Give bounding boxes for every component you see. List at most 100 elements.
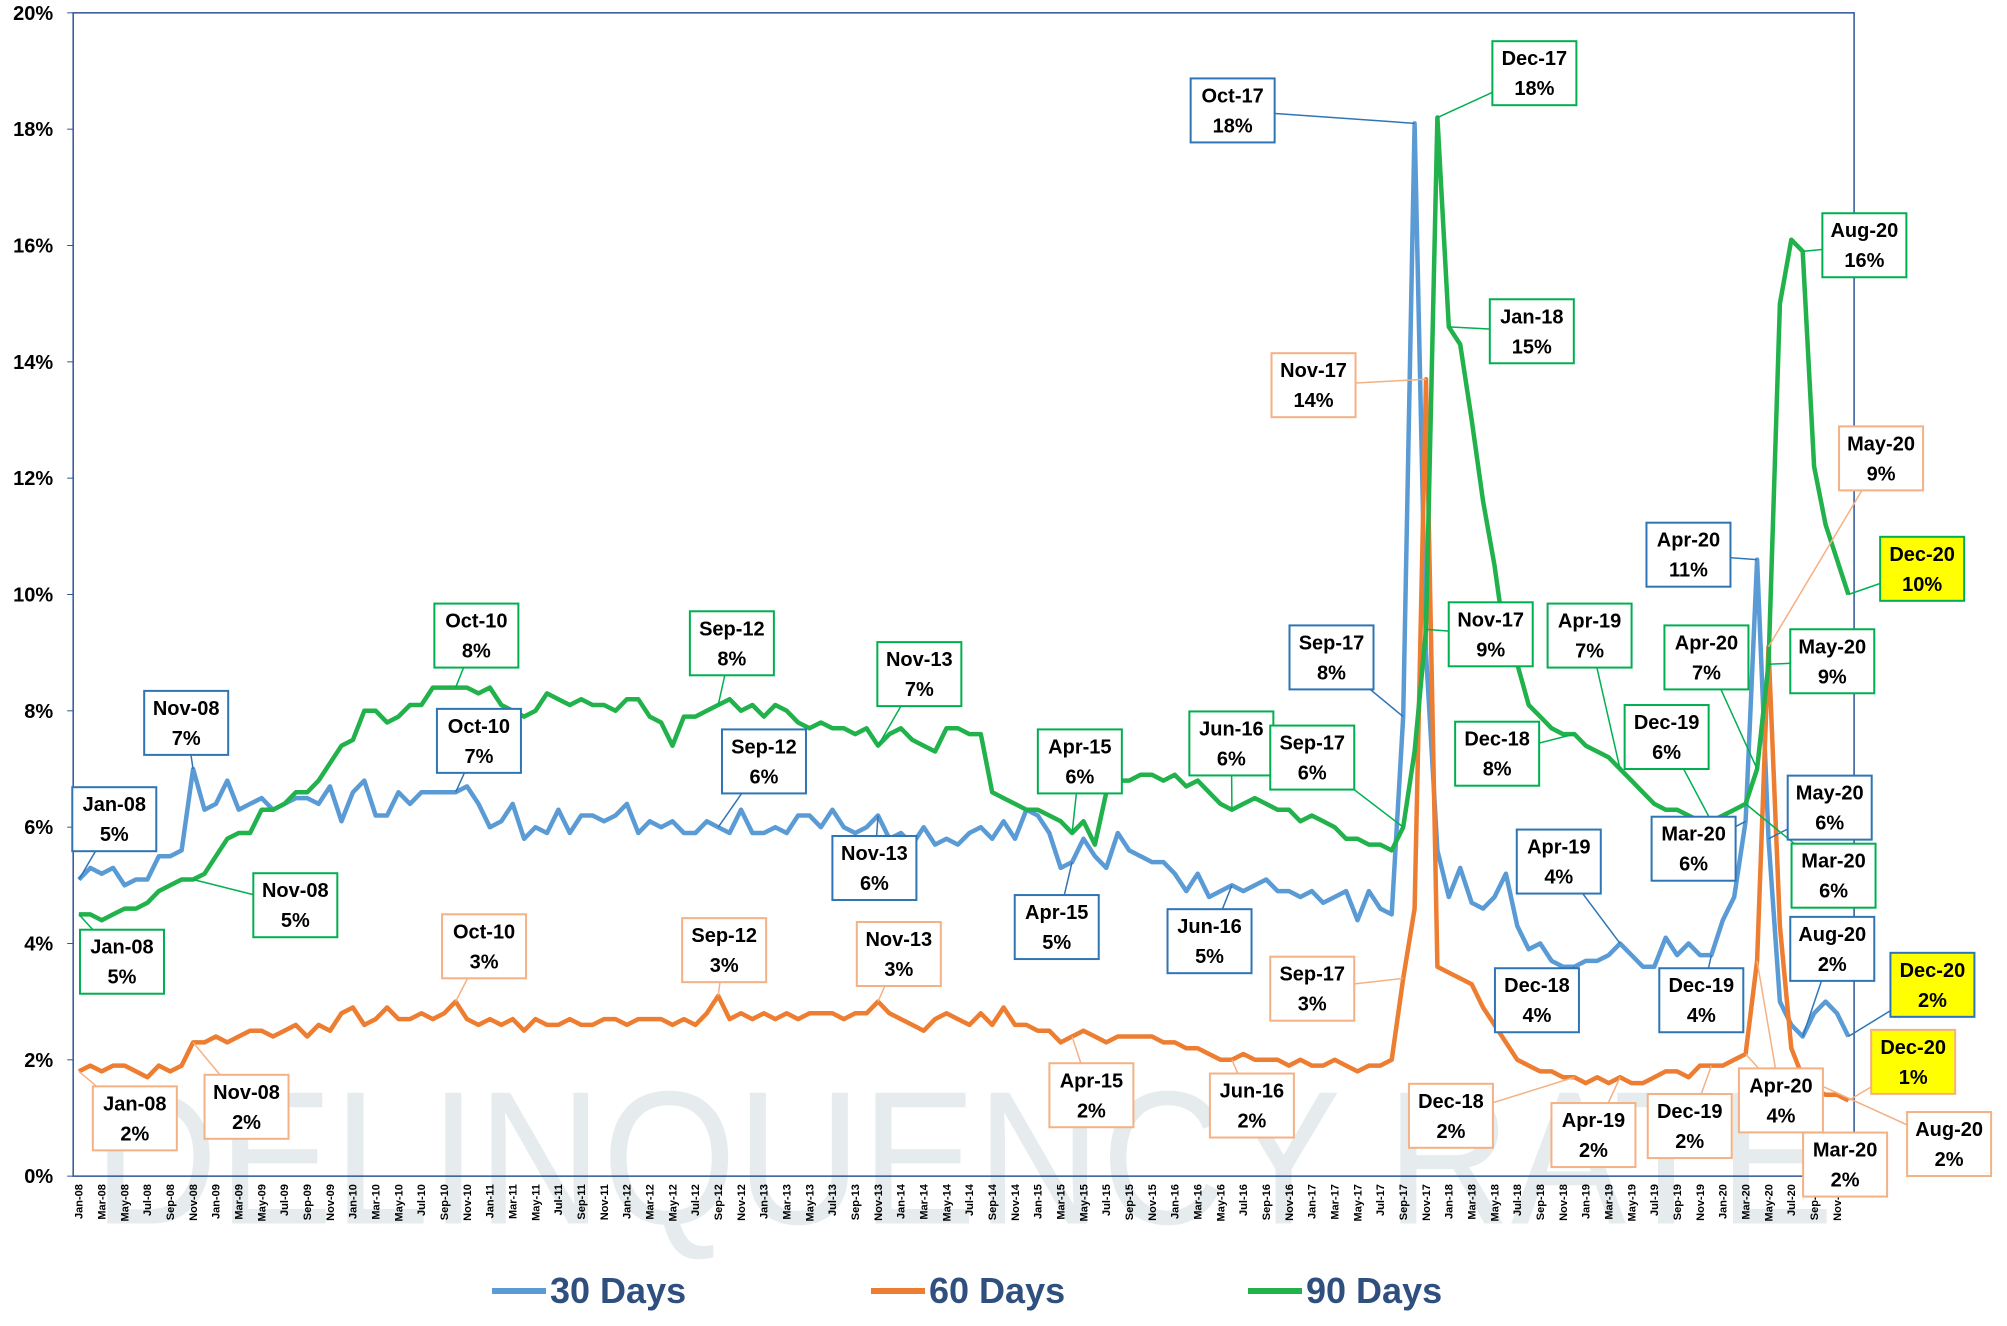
annotation-date: Oct-10 <box>448 716 510 738</box>
x-tick-label: May-09 <box>256 1184 268 1221</box>
annotation-box <box>1789 915 1876 982</box>
annotation-value: 3% <box>710 955 739 977</box>
x-tick-label: May-13 <box>804 1184 816 1221</box>
x-tick-label: Jan-17 <box>1307 1184 1319 1219</box>
annotation-date: Dec-18 <box>1504 975 1570 997</box>
annotation-value: 3% <box>1298 994 1327 1016</box>
x-tick-label: Nov-16 <box>1284 1184 1296 1221</box>
annotation-date: Apr-15 <box>1025 902 1088 924</box>
annotation-date: Apr-19 <box>1558 611 1621 633</box>
annotation-box <box>1188 710 1275 777</box>
annotation: Apr-20 7% <box>1663 624 1750 691</box>
annotation: Nov-13 6% <box>831 834 918 901</box>
annotation-box <box>1737 1067 1824 1134</box>
annotation-date: Dec-19 <box>1657 1101 1723 1123</box>
x-tick-label: Sep-08 <box>165 1184 177 1220</box>
x-tick-label: Sep-14 <box>987 1183 999 1220</box>
annotation-box <box>143 689 230 756</box>
annotation: Aug-20 16% <box>1821 212 1908 279</box>
x-tick-label: Nov-12 <box>736 1184 748 1221</box>
x-tick-label: May-19 <box>1626 1184 1638 1221</box>
annotation-value: 4% <box>1522 1005 1551 1027</box>
x-tick-label: May-12 <box>667 1184 679 1221</box>
annotation-date: Mar-20 <box>1661 824 1725 846</box>
annotation: Mar-20 6% <box>1790 842 1877 909</box>
annotation-box <box>720 728 807 795</box>
annotation-value: 14% <box>1294 390 1334 412</box>
annotation: Dec-18 2% <box>1407 1082 1494 1149</box>
y-tick-label: 6% <box>24 817 53 839</box>
annotation-box <box>441 913 528 980</box>
annotation-value: 8% <box>717 648 746 670</box>
annotation-value: 11% <box>1669 560 1708 582</box>
annotation-date: May-20 <box>1847 433 1915 455</box>
annotation-date: Sep-17 <box>1299 632 1365 654</box>
annotation-date: Aug-20 <box>1798 924 1866 946</box>
x-tick-label: Mar-08 <box>97 1184 109 1219</box>
annotation-box <box>1906 1111 1993 1178</box>
x-tick-label: Jul-15 <box>1101 1184 1113 1216</box>
x-tick-label: May-17 <box>1352 1184 1364 1221</box>
annotation-date: Apr-19 <box>1527 837 1590 859</box>
annotation-value: 7% <box>1692 662 1721 684</box>
annotation: Nov-08 5% <box>252 872 339 939</box>
x-tick-label: Mar-17 <box>1330 1184 1342 1219</box>
y-tick-label: 4% <box>24 933 53 955</box>
legend-label: 60 Days <box>929 1270 1065 1311</box>
annotation-box <box>1663 624 1750 691</box>
annotation-box <box>1189 77 1276 144</box>
annotation-box <box>435 707 522 774</box>
annotation-box <box>876 641 963 708</box>
annotation-box <box>1488 298 1575 365</box>
annotation: Jan-08 5% <box>71 786 158 853</box>
annotation: Sep-12 6% <box>720 728 807 795</box>
x-tick-label: Nov-13 <box>873 1184 885 1221</box>
x-tick-label: Jul-19 <box>1649 1184 1661 1216</box>
annotation-date: Apr-19 <box>1562 1110 1625 1132</box>
annotation: Nov-17 9% <box>1447 601 1534 668</box>
annotation-value: 18% <box>1213 115 1253 137</box>
annotation: Nov-17 14% <box>1270 352 1357 419</box>
annotation-date: Oct-17 <box>1202 85 1264 107</box>
annotation-box <box>1623 704 1710 771</box>
annotation-box <box>1802 1131 1889 1198</box>
annotation: Aug-20 2% <box>1789 915 1876 982</box>
annotation-date: Nov-17 <box>1280 360 1347 382</box>
x-tick-label: Jan-13 <box>759 1184 771 1219</box>
x-tick-label: Jan-16 <box>1170 1184 1182 1219</box>
annotation-box <box>1650 815 1737 882</box>
x-tick-label: Jan-18 <box>1444 1184 1456 1219</box>
annotation-box <box>1493 967 1580 1034</box>
annotation-box <box>78 928 165 995</box>
x-tick-label: Nov-11 <box>599 1184 611 1220</box>
annotation-date: Apr-15 <box>1048 736 1111 758</box>
annotation-date: Nov-08 <box>262 880 329 902</box>
x-tick-label: Nov-14 <box>1010 1183 1022 1221</box>
annotation-date: Apr-20 <box>1675 632 1738 654</box>
x-tick-label: May-15 <box>1078 1184 1090 1221</box>
x-tick-label: Mar-13 <box>782 1184 794 1219</box>
x-tick-label: Jan-15 <box>1033 1184 1045 1219</box>
annotation-date: Dec-18 <box>1418 1091 1484 1113</box>
x-tick-label: Jul-11 <box>553 1184 565 1215</box>
annotation-date: Nov-13 <box>865 929 932 951</box>
x-tick-label: Jan-14 <box>896 1183 908 1219</box>
annotation: Jun-16 5% <box>1166 908 1253 975</box>
annotation-date: Dec-20 <box>1880 1037 1946 1059</box>
annotation-box <box>1550 1102 1637 1169</box>
annotation-value: 3% <box>884 959 913 981</box>
annotation-date: Sep-12 <box>731 736 797 758</box>
x-tick-label: Sep-09 <box>302 1184 314 1220</box>
annotation: Apr-19 4% <box>1515 828 1602 895</box>
annotation-value: 2% <box>1818 954 1847 976</box>
annotation-box <box>1269 724 1356 791</box>
annotation-value: 9% <box>1818 666 1847 688</box>
annotation-date: Jun-16 <box>1220 1081 1284 1103</box>
annotation-box <box>855 921 942 988</box>
annotation-date: Sep-12 <box>699 618 765 640</box>
annotation-value: 2% <box>232 1112 261 1134</box>
x-tick-label: Jul-13 <box>827 1184 839 1216</box>
annotation: Dec-19 4% <box>1658 967 1745 1034</box>
